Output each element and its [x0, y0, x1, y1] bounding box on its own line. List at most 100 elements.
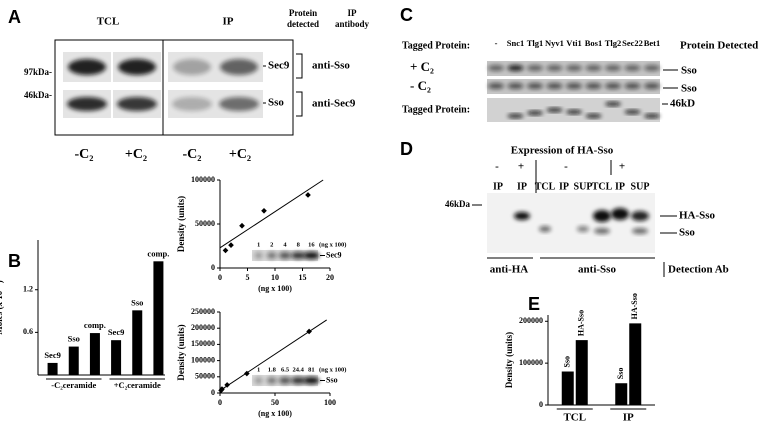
y-tick-label: 100000: [519, 358, 543, 367]
lane-label: Nyv1: [545, 38, 564, 48]
blot-band: [254, 377, 263, 384]
bar-label: Sso: [131, 297, 143, 307]
x-tick-label: 0: [218, 398, 222, 407]
band-label: Sso: [679, 227, 695, 239]
blot-band: [594, 228, 610, 234]
blot-band: [585, 83, 602, 89]
inset-band: Sec9: [326, 250, 342, 259]
mw-marker: 46kDa-: [24, 90, 52, 100]
y-tick-label: 100000: [191, 355, 215, 364]
blot-band: [527, 65, 543, 71]
blot-frame: [54, 39, 294, 136]
inset-lane: 1: [257, 366, 260, 373]
blot-band: [566, 65, 582, 71]
lane-label: +C₂: [229, 147, 251, 162]
bar: [615, 383, 628, 405]
blot-band: [507, 83, 524, 89]
y-tick-label: 50000: [195, 372, 215, 381]
bar: [47, 362, 58, 375]
blot-band: [585, 65, 602, 71]
blot-band: [291, 252, 306, 259]
blot-band: [67, 97, 107, 111]
bracket: [296, 53, 303, 117]
lane-label: TCL: [535, 181, 556, 192]
blot-band: [117, 97, 157, 111]
bar: [575, 340, 588, 405]
blot-band: [644, 83, 660, 89]
y-tick-label: 150000: [191, 339, 215, 348]
y-tick-label: 250000: [191, 307, 215, 316]
blot-band: [566, 83, 582, 89]
blot-strip: [487, 98, 660, 122]
point: [305, 192, 311, 198]
lane-label: TCL: [592, 181, 613, 192]
blot-band: [172, 97, 212, 111]
lane-label: IP: [493, 181, 503, 192]
bar-label: comp.: [84, 320, 106, 330]
lane-label: IP: [559, 181, 569, 192]
lane-label: Vti1: [566, 38, 582, 48]
y-tick-label: 200000: [191, 323, 215, 332]
x-tick-label: 10: [271, 273, 279, 282]
inset-lane: 1: [257, 241, 260, 248]
lane-label: Bos1: [585, 38, 602, 48]
blot-band: [279, 252, 291, 259]
mw-marker: 46kD: [670, 98, 695, 110]
blot-band: [514, 212, 530, 220]
panel-label: E: [528, 294, 540, 314]
blot-band: [118, 59, 156, 75]
inset-band: Sso: [326, 375, 338, 384]
panel-label: D: [400, 139, 413, 159]
blot-band: [631, 211, 649, 221]
bar: [153, 261, 164, 375]
inset-lane: 1.8: [268, 366, 277, 373]
sign: -: [564, 161, 568, 173]
row-header: Tagged Protein:: [402, 104, 470, 115]
header: IP: [223, 16, 234, 28]
blot-band: [527, 111, 543, 115]
header: Protein: [289, 8, 317, 18]
blot-band: [219, 97, 259, 111]
group-label: -C₂ceramide: [51, 380, 96, 390]
bar: [68, 346, 79, 375]
lane-label: -C₂: [183, 147, 202, 162]
header: antibody: [335, 19, 370, 29]
column-header: Protein Detected: [680, 40, 758, 52]
blot-band: [624, 110, 641, 114]
blot-band: [266, 377, 277, 384]
bar: [561, 371, 574, 405]
point: [239, 222, 245, 229]
blot-band: [611, 208, 629, 220]
blot-band: [644, 65, 660, 71]
y-tick-label: 0: [211, 388, 215, 397]
bar: [89, 333, 100, 375]
x-axis-label: (ng x 100): [258, 409, 292, 418]
bar: [132, 310, 143, 375]
header: IP: [348, 8, 358, 18]
bar-label: Sec9: [108, 327, 125, 337]
blot-band: [507, 65, 524, 71]
y-tick-label: 0.6: [23, 327, 33, 336]
x-tick-label: 100: [324, 398, 336, 407]
row-header: Tagged Protein:: [402, 40, 470, 51]
blot-band: [68, 59, 106, 75]
lane-label: Tlg2: [605, 38, 622, 48]
blot-band: [644, 114, 660, 118]
x-tick-label: TCL: [563, 412, 586, 424]
x-tick-label: 0: [218, 273, 222, 282]
bar-label: Sec9: [44, 350, 61, 360]
inset-lane: 16: [308, 241, 315, 248]
blot-band: [624, 83, 641, 89]
blot-band: [632, 228, 648, 234]
bar: [629, 323, 642, 405]
blot-band: [539, 226, 551, 232]
blot-band: [605, 65, 621, 71]
blot-band: [527, 83, 543, 89]
y-tick-label: 0: [539, 400, 543, 409]
blot-frame: [487, 193, 655, 253]
blot-band: [220, 59, 258, 75]
blot-band: [488, 83, 504, 89]
bar-label: HA-Sso: [577, 310, 586, 336]
blot-band: [566, 110, 582, 114]
header: TCL: [97, 16, 120, 28]
